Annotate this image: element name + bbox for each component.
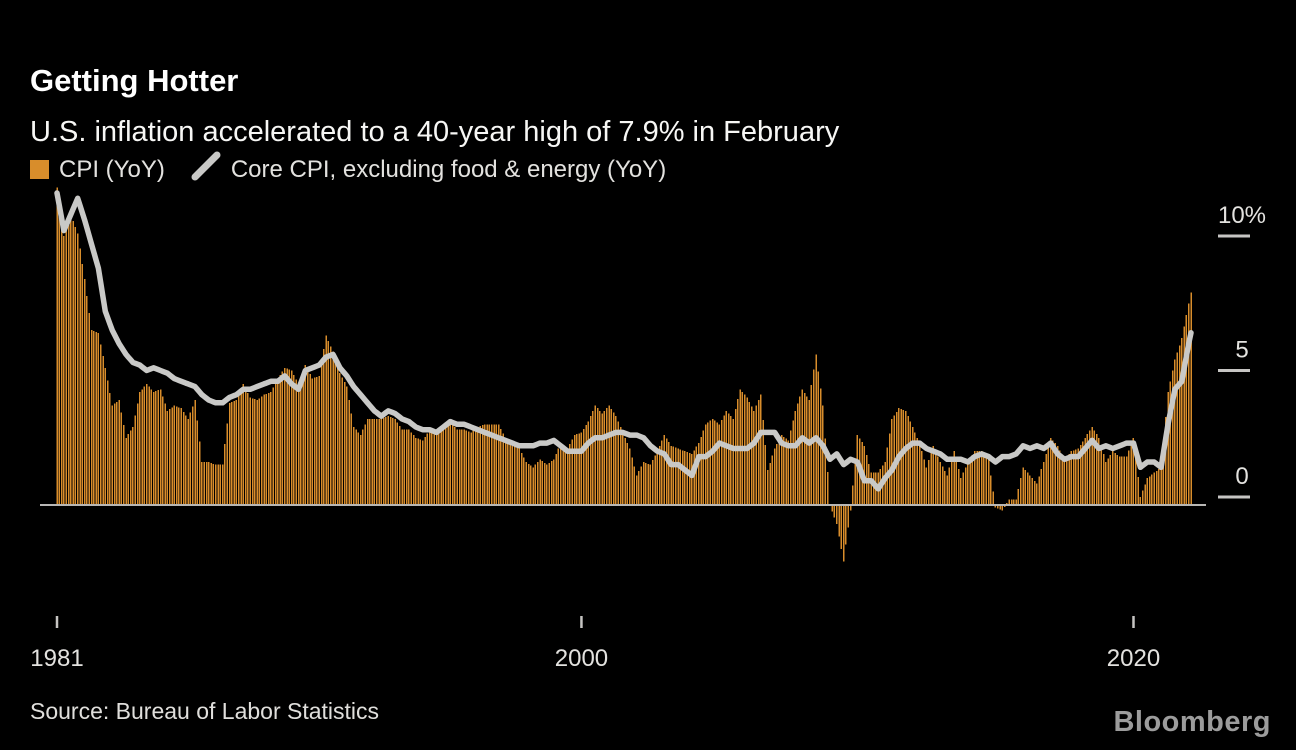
legend-label-cpi: CPI (YoY) — [59, 155, 165, 183]
cpi-bars-series — [56, 187, 1192, 562]
page-title: Getting Hotter — [30, 62, 239, 98]
y-axis-label: 5 — [1235, 337, 1248, 364]
x-axis: 1981 2000 2020 — [30, 616, 1160, 672]
legend-label-core: Core CPI, excluding food & energy (YoY) — [230, 155, 667, 183]
x-axis-label: 1981 — [30, 645, 83, 672]
bloomberg-logo: Bloomberg — [1113, 706, 1271, 738]
core-line-swatch-icon — [191, 151, 221, 188]
cpi-bar-swatch-icon — [30, 160, 49, 179]
y-axis: 0 5 10% — [1218, 202, 1266, 499]
x-axis-label: 2000 — [555, 645, 608, 672]
y-axis-label: 0 — [1235, 463, 1248, 490]
core-cpi-line-series — [54, 190, 1194, 492]
chart-subtitle: U.S. inflation accelerated to a 40-year … — [30, 116, 840, 148]
x-axis-label: 2020 — [1107, 645, 1160, 672]
chart-legend: CPI (YoY) Core CPI, excluding food & ene… — [30, 151, 666, 188]
y-axis-label: 10% — [1218, 202, 1266, 229]
source-note: Source: Bureau of Labor Statistics — [30, 698, 380, 724]
